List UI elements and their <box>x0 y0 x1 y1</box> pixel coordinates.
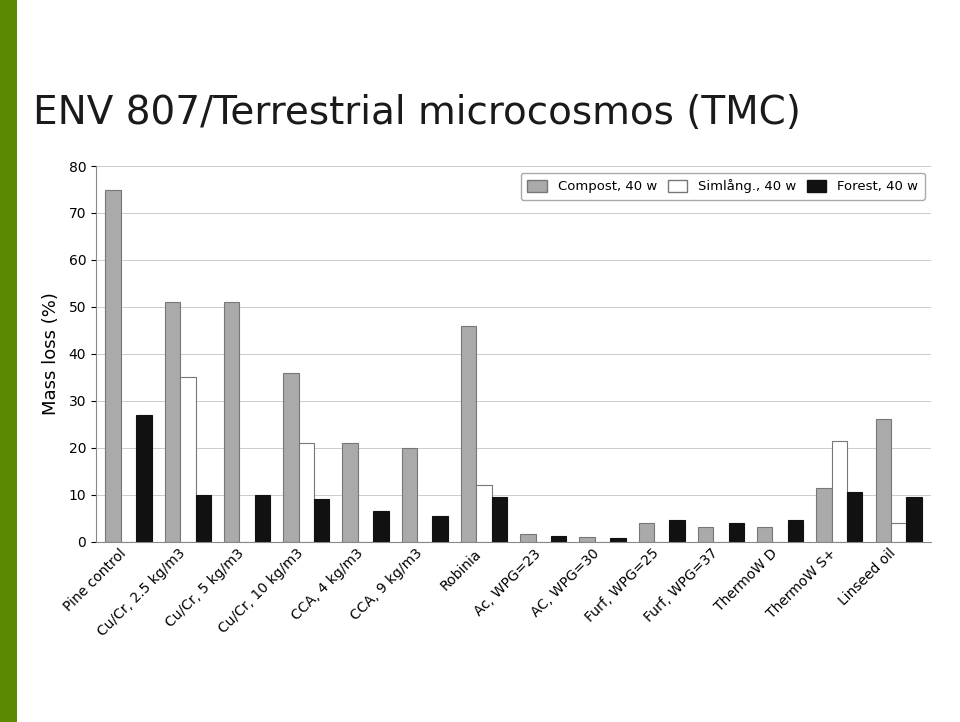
Bar <box>165 302 180 542</box>
Bar <box>847 492 862 542</box>
Bar <box>579 537 595 542</box>
Bar <box>299 443 314 542</box>
Bar <box>698 527 713 542</box>
Bar <box>224 302 239 542</box>
Bar <box>757 527 773 542</box>
Bar <box>492 497 507 542</box>
Bar <box>611 538 626 542</box>
Bar <box>816 487 831 542</box>
Bar <box>831 440 847 542</box>
Bar <box>401 448 417 542</box>
Bar <box>551 536 566 542</box>
Bar <box>520 534 536 542</box>
Bar <box>283 373 299 542</box>
Bar <box>196 495 211 542</box>
Bar <box>876 419 891 542</box>
Bar <box>891 523 906 542</box>
Bar <box>638 523 654 542</box>
Bar <box>476 485 492 542</box>
Y-axis label: Mass loss (%): Mass loss (%) <box>42 292 60 415</box>
Text: ENV 807/Terrestrial microcosmos (TMC): ENV 807/Terrestrial microcosmos (TMC) <box>33 95 801 132</box>
Bar <box>314 500 329 542</box>
Bar <box>788 521 804 542</box>
Bar <box>432 516 448 542</box>
Bar <box>343 443 358 542</box>
Bar <box>373 511 389 542</box>
Bar <box>906 497 922 542</box>
Bar <box>136 414 152 542</box>
Bar <box>729 523 744 542</box>
Bar <box>669 521 684 542</box>
Bar <box>106 189 121 542</box>
Bar <box>461 326 476 542</box>
Bar <box>254 495 270 542</box>
Legend: Compost, 40 w, Simlång., 40 w, Forest, 40 w: Compost, 40 w, Simlång., 40 w, Forest, 4… <box>520 173 924 200</box>
Bar <box>180 377 196 542</box>
